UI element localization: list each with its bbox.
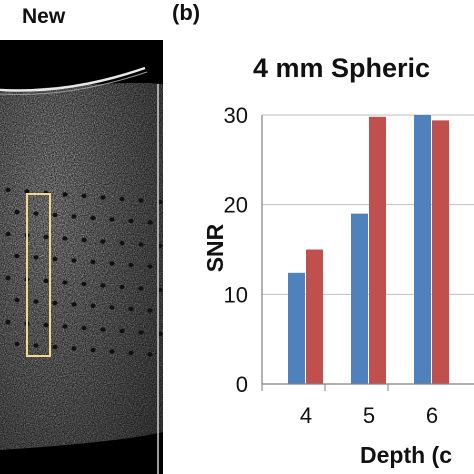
target-dot: [119, 328, 125, 334]
target-dot: [81, 325, 87, 331]
chart-title: 4 mm Spheric: [253, 53, 431, 83]
target-dot: [90, 259, 96, 265]
y-tick-label: 30: [224, 103, 248, 128]
y-tick-label: 0: [236, 372, 248, 397]
target-dot: [100, 283, 106, 288]
target-dot: [90, 347, 96, 353]
target-dot: [138, 286, 144, 291]
panel-a-label: New: [22, 5, 66, 28]
target-dot: [90, 215, 96, 221]
target-dot: [81, 281, 87, 287]
y-tick-label: 10: [224, 282, 248, 307]
target-dot: [33, 255, 39, 260]
target-dot: [24, 189, 30, 194]
target-dot: [14, 253, 20, 259]
x-tick-label: 5: [363, 403, 375, 428]
target-dot: [138, 242, 144, 247]
target-dot: [14, 209, 20, 215]
x-tick-label: 4: [300, 403, 312, 428]
x-axis-label: Depth (c: [360, 442, 452, 468]
target-dot: [43, 234, 49, 240]
target-dot: [71, 302, 77, 307]
target-dot: [43, 278, 49, 284]
y-tick-label: 20: [224, 193, 248, 218]
target-dot: [119, 240, 125, 246]
target-dot: [109, 349, 115, 354]
bar: [288, 272, 305, 384]
target-dot: [100, 239, 106, 244]
target-dot: [62, 236, 68, 241]
target-dot: [52, 344, 58, 350]
target-dot: [109, 261, 115, 266]
target-dot: [14, 297, 20, 303]
target-dot: [128, 218, 134, 224]
target-dot: [100, 195, 106, 200]
target-dot: [62, 192, 68, 197]
target-dot: [81, 193, 87, 199]
y-axis-label: SNR: [202, 223, 228, 272]
target-dot: [62, 324, 68, 329]
target-dot: [81, 237, 87, 243]
target-dot: [71, 258, 77, 263]
roi-box: [26, 193, 51, 357]
bar: [369, 116, 386, 384]
target-dot: [147, 264, 153, 269]
target-dot: [128, 306, 134, 312]
x-tick-label: 6: [426, 403, 438, 428]
ultrasound-image: [0, 40, 163, 474]
target-dot: [90, 303, 96, 309]
bar: [306, 249, 323, 384]
target-dot: [5, 275, 11, 281]
target-dot: [5, 231, 11, 237]
target-dot: [138, 330, 144, 335]
bar: [432, 120, 449, 384]
target-dot: [5, 319, 11, 325]
target-dot: [109, 217, 115, 222]
target-dot: [52, 212, 58, 218]
target-dot: [147, 220, 153, 225]
target-dot: [119, 284, 125, 290]
ultrasound-panel: New: [0, 0, 163, 474]
target-dot: [43, 322, 49, 328]
target-dot: [33, 211, 39, 216]
target-dot: [33, 343, 39, 348]
target-dot: [128, 262, 134, 268]
target-dot: [52, 256, 58, 262]
bar: [414, 115, 431, 384]
target-dot: [33, 299, 39, 304]
target-dot: [62, 280, 68, 285]
target-dot: [128, 350, 134, 356]
target-dot: [147, 308, 153, 313]
target-dot: [100, 327, 106, 332]
target-dot: [71, 214, 77, 219]
target-dot: [71, 346, 77, 351]
target-dot: [52, 300, 58, 306]
target-dot: [109, 305, 115, 310]
target-dot: [119, 196, 125, 202]
target-dots: [5, 187, 163, 357]
target-dot: [14, 341, 20, 347]
target-dot: [5, 187, 11, 193]
target-dot: [138, 198, 144, 203]
target-dot: [147, 352, 153, 357]
panel-b-label: (b): [172, 0, 201, 25]
bar: [351, 213, 368, 384]
